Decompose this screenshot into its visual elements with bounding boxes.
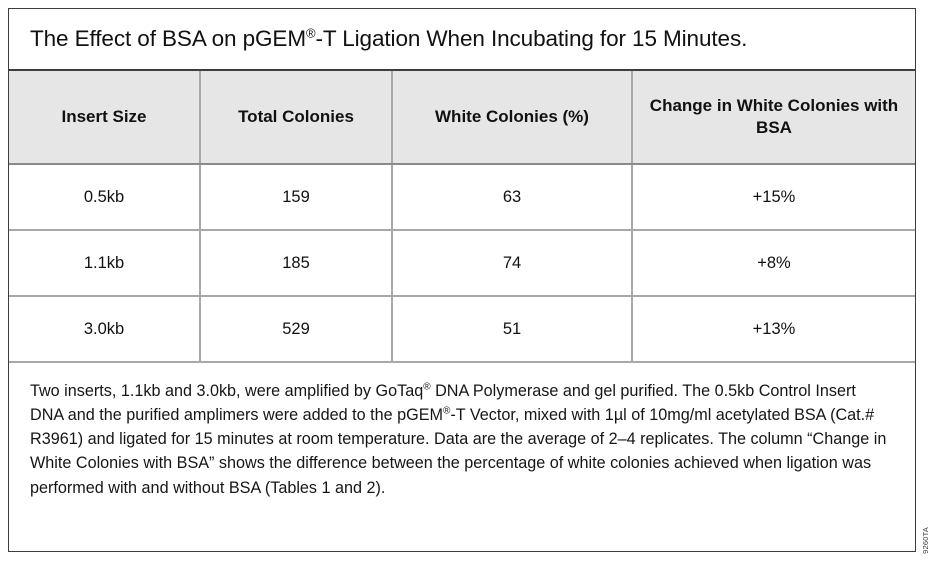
cell-insert-size: 3.0kb xyxy=(9,296,201,363)
cell-insert-size: 1.1kb xyxy=(9,230,201,297)
cell-white-colonies-pct: 63 xyxy=(392,164,633,231)
registered-trademark-icon: ® xyxy=(423,381,431,393)
footnote-part-2: DNA Polymerase and gel purified. The 0.5… xyxy=(30,382,856,425)
cell-change-with-bsa: +13% xyxy=(632,296,915,363)
cell-insert-size: 0.5kb xyxy=(9,164,201,231)
cell-change-with-bsa: +8% xyxy=(632,230,915,297)
table-header-row: Insert Size Total Colonies White Colonie… xyxy=(9,71,915,165)
cell-total-colonies: 529 xyxy=(200,296,393,363)
registered-trademark-icon: ® xyxy=(305,25,316,41)
figure-title-row: The Effect of BSA on pGEM®-T Ligation Wh… xyxy=(9,9,915,71)
title-text-trailing: -T Ligation When Incubating for 15 Minut… xyxy=(315,26,748,51)
title-text-leading: The Effect of BSA on pGEM xyxy=(30,26,306,51)
table-header: Insert Size Total Colonies White Colonie… xyxy=(9,71,915,165)
figure-footnote: Two inserts, 1.1kb and 3.0kb, were ampli… xyxy=(9,363,915,551)
table-row: 3.0kb 529 51 +13% xyxy=(9,296,915,363)
figure-container: The Effect of BSA on pGEM®-T Ligation Wh… xyxy=(8,8,916,552)
cell-change-with-bsa: +15% xyxy=(632,164,915,231)
table-row: 1.1kb 185 74 +8% xyxy=(9,230,915,297)
table-row: 0.5kb 159 63 +15% xyxy=(9,164,915,231)
column-header-insert-size: Insert Size xyxy=(9,71,201,165)
cell-white-colonies-pct: 74 xyxy=(392,230,633,297)
registered-trademark-icon: ® xyxy=(443,405,451,417)
cell-total-colonies: 185 xyxy=(200,230,393,297)
footnote-part-1: Two inserts, 1.1kb and 3.0kb, were ampli… xyxy=(30,382,424,400)
cell-white-colonies-pct: 51 xyxy=(392,296,633,363)
results-table: Insert Size Total Colonies White Colonie… xyxy=(9,71,915,363)
figure-code-label: 9260TA xyxy=(921,527,930,554)
cell-total-colonies: 159 xyxy=(200,164,393,231)
column-header-white-colonies-pct: White Colonies (%) xyxy=(392,71,633,165)
footnote-part-3: -T Vector, mixed with 1µl of 10mg/ml ace… xyxy=(30,406,887,497)
column-header-total-colonies: Total Colonies xyxy=(200,71,393,165)
column-header-change-with-bsa: Change in White Colonies with BSA xyxy=(632,71,915,165)
table-body: 0.5kb 159 63 +15% 1.1kb 185 74 +8% 3.0kb… xyxy=(9,164,915,363)
page-title: The Effect of BSA on pGEM®-T Ligation Wh… xyxy=(30,26,747,52)
